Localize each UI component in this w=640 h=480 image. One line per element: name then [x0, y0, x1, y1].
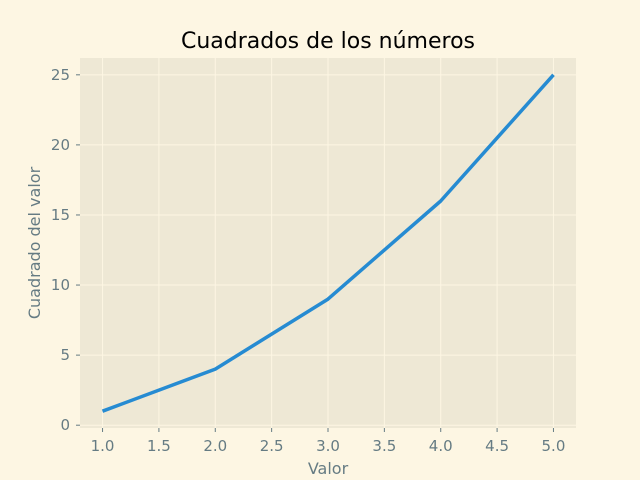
x-tick-label: 2.5: [260, 437, 284, 455]
axis-ticks: 1.0 1.5 2.0 2.5 3.0 3.5 4.0 4.5 5.0 0 5 10 15 20 25: [51, 66, 565, 455]
y-tick-label: 5: [60, 346, 70, 364]
y-tick-label: 25: [51, 66, 70, 84]
x-tick-label: 1.5: [147, 437, 171, 455]
y-tick-label: 20: [51, 136, 70, 154]
x-tick-label: 4.5: [485, 437, 509, 455]
y-tick-label: 15: [51, 206, 70, 224]
x-tick-label: 4.0: [429, 437, 453, 455]
x-tick-label: 1.0: [91, 437, 115, 455]
series-group: [101, 73, 555, 413]
y-axis-label: Cuadrado del valor: [25, 166, 44, 319]
x-axis-label: Valor: [308, 459, 349, 478]
x-tick-label: 5.0: [542, 437, 566, 455]
chart-title: Cuadrados de los números: [181, 29, 475, 54]
x-tick-label: 2.0: [203, 437, 227, 455]
x-tick-label: 3.0: [316, 437, 340, 455]
x-tick-label: 3.5: [372, 437, 396, 455]
y-tick-label: 0: [60, 416, 70, 434]
y-tick-label: 10: [51, 276, 70, 294]
grid: [80, 58, 576, 428]
